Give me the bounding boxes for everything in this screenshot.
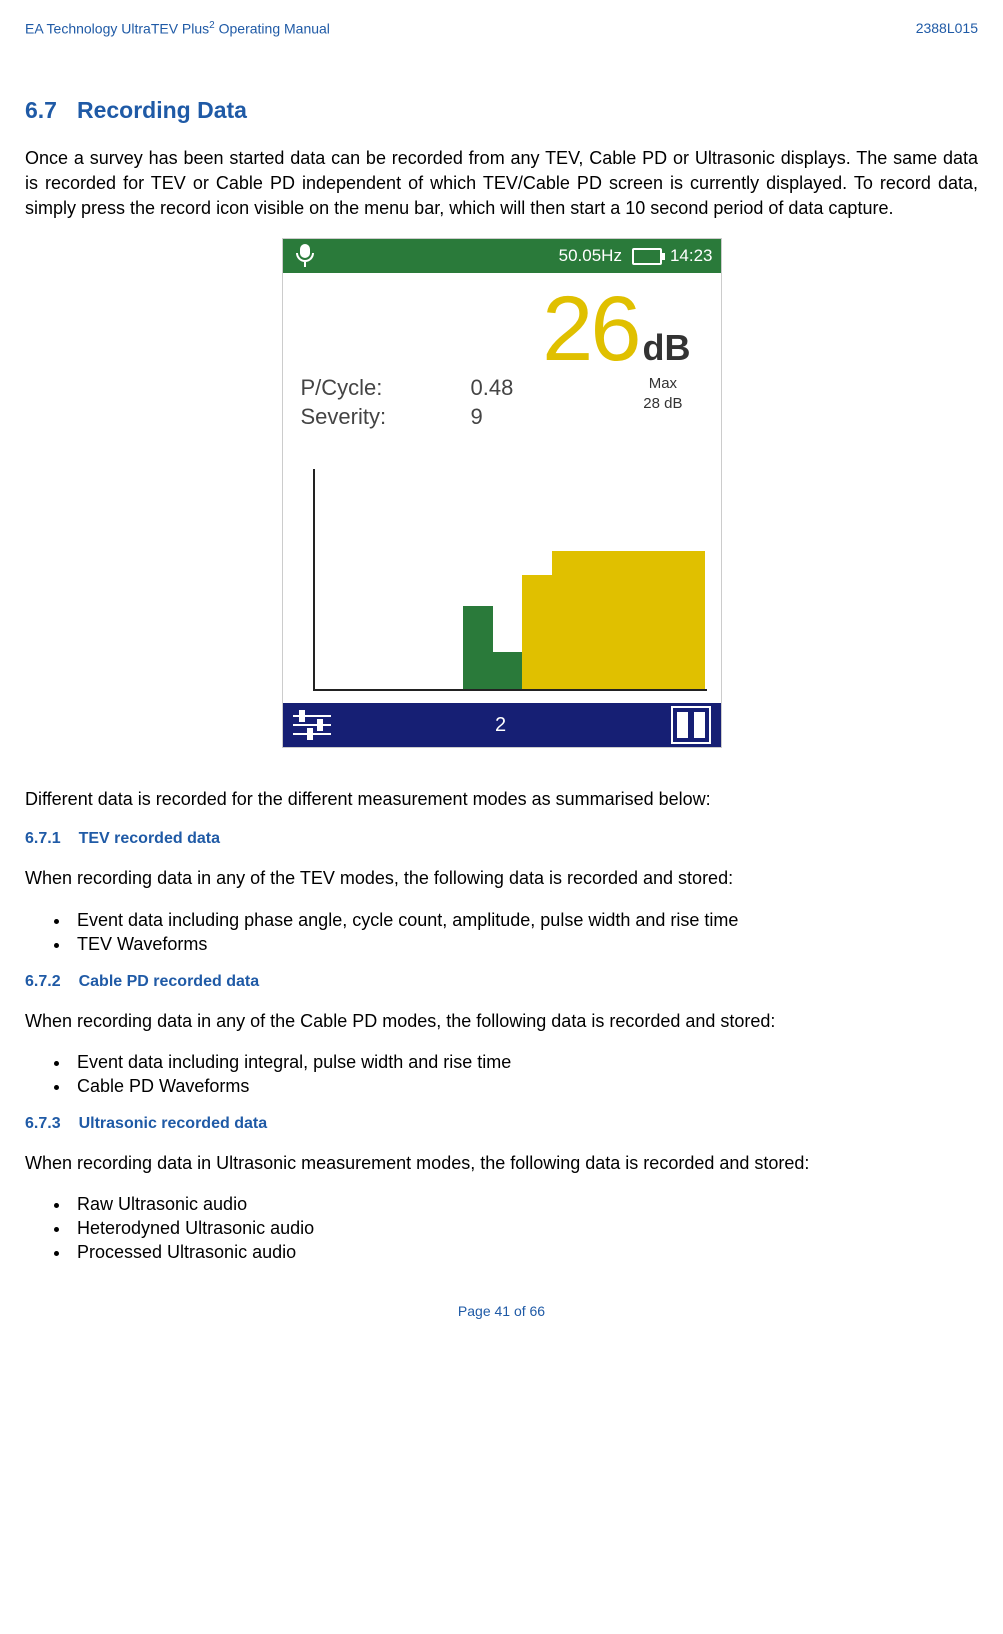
chart-bar	[463, 606, 492, 690]
device-frame: 50.05Hz 14:23 26dB P/Cycle: Severity: 0.…	[283, 239, 721, 747]
subsection-title: TEV recorded data	[79, 830, 220, 847]
subsection-title: Cable PD recorded data	[79, 973, 260, 990]
severity-label: Severity:	[301, 403, 471, 432]
frequency-readout: 50.05Hz	[559, 246, 622, 266]
device-screenshot: 50.05Hz 14:23 26dB P/Cycle: Severity: 0.…	[25, 239, 978, 747]
max-unit: dB	[664, 395, 682, 412]
pause-icon[interactable]	[671, 706, 711, 744]
microphone-icon	[295, 244, 315, 268]
metrics-row: P/Cycle: Severity: 0.48 9 Max 28 dB	[301, 374, 703, 431]
after-figure-paragraph: Different data is recorded for the diffe…	[25, 787, 978, 812]
histogram-chart	[313, 469, 707, 691]
list-item: TEV Waveforms	[71, 934, 978, 955]
subsection-number: 6.7.2	[25, 973, 61, 990]
subsection-heading: 6.7.1 TEV recorded data	[25, 830, 978, 848]
header-left-suffix: Operating Manual	[215, 21, 330, 37]
subsection-list: Event data including phase angle, cycle …	[71, 910, 978, 955]
list-item: Heterodyned Ultrasonic audio	[71, 1218, 978, 1239]
chart-bar	[493, 652, 522, 689]
max-value: 28	[643, 395, 660, 412]
document-header: EA Technology UltraTEV Plus2 Operating M…	[25, 20, 978, 37]
settings-sliders-icon[interactable]	[293, 711, 331, 739]
chart-bar	[552, 551, 705, 690]
pcycle-value: 0.48	[471, 374, 581, 403]
severity-value: 9	[471, 403, 581, 432]
subsection-heading: 6.7.2 Cable PD recorded data	[25, 973, 978, 991]
header-left: EA Technology UltraTEV Plus2 Operating M…	[25, 20, 330, 37]
subsection-number: 6.7.3	[25, 1115, 61, 1132]
subsection-list: Event data including integral, pulse wid…	[71, 1052, 978, 1097]
record-count: 2	[495, 714, 506, 737]
device-bottom-bar: 2	[283, 703, 721, 747]
section-title: Recording Data	[77, 97, 247, 123]
page-footer: Page 41 of 66	[25, 1303, 978, 1319]
battery-icon	[632, 248, 662, 265]
header-left-prefix: EA Technology UltraTEV Plus	[25, 21, 209, 37]
list-item: Cable PD Waveforms	[71, 1076, 978, 1097]
subsection-lead: When recording data in any of the Cable …	[25, 1009, 978, 1034]
section-number: 6.7	[25, 97, 57, 123]
subsection-lead: When recording data in any of the TEV mo…	[25, 866, 978, 891]
clock-readout: 14:23	[670, 246, 713, 266]
section-heading: 6.7 Recording Data	[25, 97, 978, 124]
intro-paragraph: Once a survey has been started data can …	[25, 146, 978, 222]
subsection-title: Ultrasonic recorded data	[79, 1115, 268, 1132]
header-right: 2388L015	[916, 20, 978, 37]
list-item: Processed Ultrasonic audio	[71, 1242, 978, 1263]
reading-unit: dB	[643, 327, 691, 368]
status-bar: 50.05Hz 14:23	[283, 239, 721, 273]
chart-bar	[522, 575, 551, 689]
list-item: Raw Ultrasonic audio	[71, 1194, 978, 1215]
subsection-number: 6.7.1	[25, 830, 61, 847]
subsection-list: Raw Ultrasonic audio Heterodyned Ultrason…	[71, 1194, 978, 1263]
subsection-heading: 6.7.3 Ultrasonic recorded data	[25, 1115, 978, 1133]
max-value-row: 28 dB	[643, 394, 682, 414]
list-item: Event data including integral, pulse wid…	[71, 1052, 978, 1073]
pcycle-label: P/Cycle:	[301, 374, 471, 403]
subsection-lead: When recording data in Ultrasonic measur…	[25, 1151, 978, 1176]
max-label: Max	[643, 374, 682, 394]
list-item: Event data including phase angle, cycle …	[71, 910, 978, 931]
main-reading: 26dB	[301, 277, 703, 382]
device-main: 26dB P/Cycle: Severity: 0.48 9 Max 28 dB	[283, 273, 721, 703]
reading-value: 26	[542, 278, 638, 380]
